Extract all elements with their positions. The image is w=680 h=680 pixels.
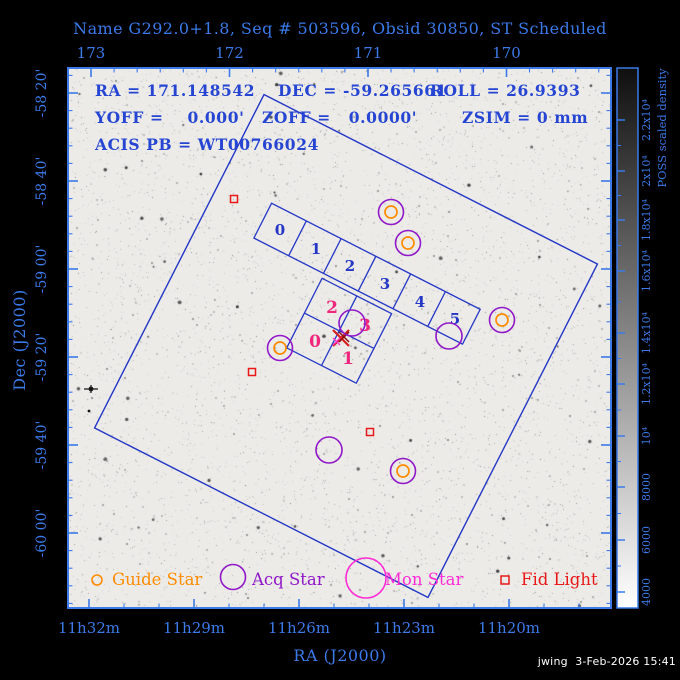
plot-frame	[67, 67, 612, 609]
guide-star-marker	[384, 205, 398, 219]
legend-fid-light-label: Fid Light	[521, 570, 598, 589]
colorbar-title: POSS scaled density	[655, 68, 669, 188]
acis-s-chip-label: 1	[311, 240, 321, 258]
acis-s-chip-label: 2	[345, 257, 355, 275]
acis-s-chip-label: 5	[450, 310, 460, 328]
x-top-tick-label: 171	[354, 44, 383, 62]
fid-light-marker	[247, 367, 257, 377]
colorbar-tick-label: 1.4x10⁴	[640, 311, 653, 354]
aimpoint-marker	[332, 329, 350, 347]
legend-fid-light-icon	[500, 575, 510, 585]
acis-i-chip-label: 1	[342, 349, 354, 369]
fov-square	[93, 93, 599, 599]
acis-s-chip-label: 3	[380, 275, 390, 293]
colorbar-tick-label: 1.6x10⁴	[640, 249, 653, 292]
info-zsim: ZSIM = 0 mm	[462, 108, 589, 127]
y-tick-label: -60 00'	[34, 509, 50, 558]
colorbar-tick-label: 1.2x10⁴	[640, 362, 653, 405]
y-tick-label: -59 40'	[34, 421, 50, 470]
colorbar-tick-label: 2.2x10⁴	[640, 98, 653, 141]
info-yoff: YOFF = 0.000'	[95, 108, 245, 127]
acis-s-chip-label: 0	[275, 221, 285, 239]
acq-circle	[488, 306, 516, 334]
colorbar-tick-label: 6000	[640, 526, 653, 554]
aimpoint-x	[332, 329, 350, 347]
info-roll: ROLL = 26.9393	[430, 81, 581, 100]
x-bottom-tick-label: 11h23m	[373, 619, 435, 637]
colorbar-tick-label: 8000	[640, 473, 653, 501]
info-acis-pb: ACIS PB = WT00766024	[95, 135, 319, 154]
y-tick-label: -58 40'	[34, 157, 50, 206]
star-markers	[84, 194, 516, 485]
field-star-spikes	[84, 385, 98, 393]
aimpoint-x-magenta	[332, 337, 341, 346]
tick	[322, 238, 342, 274]
acq-circle	[266, 334, 294, 362]
acq-star-marker	[315, 436, 343, 464]
legend-mon-star-label: Mon Star	[385, 570, 463, 589]
tick	[392, 273, 412, 310]
y-tick-label: -59 20'	[34, 333, 50, 382]
aimpoint-x-shadow	[338, 331, 350, 343]
legend-acq-star-label: Acq Star	[251, 570, 325, 589]
acis-i-chip-label: 0	[309, 332, 321, 352]
legend-guide-star-label: Guide Star	[112, 570, 202, 589]
user-timestamp: jwing 3-Feb-2026 15:41	[537, 655, 676, 668]
tick	[357, 256, 377, 292]
colorbar-tick-label: 2x10⁴	[640, 155, 653, 187]
legend-mon-star-icon	[345, 557, 387, 599]
x-bottom-tick-label: 11h32m	[58, 619, 120, 637]
axis-ticks	[68, 68, 611, 608]
x-bottom-tick-label: 11h29m	[163, 619, 225, 637]
info-zoff: ZOFF = 0.0000'	[262, 108, 418, 127]
acq-circle	[394, 229, 422, 257]
acq-star-marker	[435, 322, 463, 350]
acis-s-chip-label: 4	[415, 293, 425, 311]
info-dec: DEC = -59.265661	[278, 81, 448, 100]
x-top-tick-label: 170	[492, 44, 521, 62]
guide-star-marker	[273, 341, 287, 355]
x-axis-title: RA (J2000)	[293, 646, 387, 665]
tick	[304, 312, 375, 349]
x-top-tick-label: 172	[215, 44, 244, 62]
x-bottom-tick-label: 11h26m	[268, 619, 330, 637]
fid-light-marker	[365, 427, 375, 437]
x-bottom-tick-label: 11h20m	[478, 619, 540, 637]
acq-circle	[377, 198, 405, 226]
field-star	[87, 409, 91, 413]
acis-i-chip-label: 2	[326, 298, 338, 318]
colorbar-tick-label: 10⁴	[640, 426, 653, 445]
colorbar-gradient	[616, 67, 639, 609]
observation-title: Name G292.0+1.8, Seq # 503596, Obsid 308…	[73, 19, 607, 38]
colorbar-tick-label: 1.8x10⁴	[640, 198, 653, 241]
legend-guide-star-icon	[91, 574, 103, 586]
guide-star-marker	[495, 313, 509, 327]
acq-circle	[389, 457, 417, 485]
y-axis-title: Dec (J2000)	[10, 289, 29, 391]
y-tick-label: -59 00'	[34, 245, 50, 294]
fid-light-marker	[229, 194, 239, 204]
colorbar: POSS scaled density 2.2x10⁴ 2x10⁴ 1.8x10⁴ 1…	[616, 67, 669, 609]
guide-star-marker	[401, 236, 415, 250]
x-top-tick-label: 173	[77, 44, 106, 62]
tick	[288, 220, 307, 257]
y-tick-label: -58 20'	[34, 69, 50, 118]
fov-outline	[93, 93, 599, 599]
guide-star-marker	[396, 464, 410, 478]
tick	[427, 291, 446, 327]
info-ra: RA = 171.148542	[95, 81, 256, 100]
acq-star-marker	[338, 309, 366, 337]
axis-tick-labels: 173 172 171 170 11h32m 11h29m 11h26m 11h23m 11h2…	[34, 44, 540, 637]
colorbar-tick-label: 4000	[640, 578, 653, 606]
legend-acq-star-icon	[219, 563, 247, 591]
legend: Guide Star Acq Star Mon Star Fid Light	[91, 557, 598, 599]
